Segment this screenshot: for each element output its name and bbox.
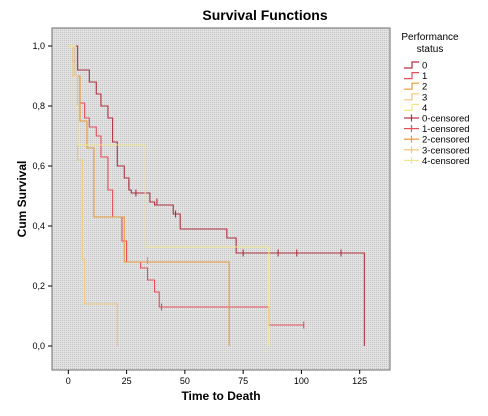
x-tick-label: 0 (66, 376, 71, 386)
survival-curves (68, 45, 365, 346)
legend-title-line-1: Performance (401, 32, 459, 43)
x-tick-label: 50 (180, 376, 190, 386)
legend-label: 0 (422, 61, 427, 72)
y-tick-label: 0,0 (32, 341, 45, 351)
legend-item-1-censored: 1-censored (404, 124, 470, 135)
legend-item-0: 0 (404, 61, 427, 72)
legend-swatch (404, 61, 419, 69)
x-tick-label: 125 (352, 376, 367, 386)
legend-label: 4 (422, 103, 427, 114)
legend-swatch (404, 103, 419, 111)
legend-label: 1 (422, 71, 427, 82)
x-axis: 0 25 50 75 100 125 (66, 370, 367, 386)
x-tick-label: 25 (122, 376, 132, 386)
survival-curve-status-0 (68, 45, 365, 346)
legend-item-4-censored: 4-censored (404, 156, 470, 167)
x-tick-label: 75 (238, 376, 248, 386)
y-axis: 0,0 0,2 0,4 0,6 0,8 1,0 (32, 41, 52, 351)
legend-title-line-2: status (417, 44, 444, 55)
legend-item-3-censored: 3-censored (404, 145, 470, 156)
y-tick-label: 0,8 (32, 101, 45, 111)
legend-swatch (404, 82, 419, 90)
survival-curve-status-1 (68, 45, 304, 326)
x-axis-label: Time to Death (181, 389, 260, 403)
censor-marks (128, 180, 342, 329)
legend-item-3: 3 (404, 92, 427, 103)
legend-swatch (404, 72, 419, 80)
x-tick-label: 100 (294, 376, 309, 386)
survival-curve-status-4 (68, 45, 270, 346)
legend-item-1: 1 (404, 71, 427, 82)
legend-item-2: 2 (404, 82, 427, 93)
legend-item-4: 4 (404, 103, 427, 114)
legend-item-0-censored: 0-censored (404, 114, 470, 125)
survival-curve-status-2 (68, 45, 230, 346)
legend: Performance status 012340-censored1-cens… (401, 32, 469, 167)
y-tick-label: 1,0 (32, 41, 45, 51)
y-tick-label: 0,2 (32, 281, 45, 291)
legend-label: 2-censored (422, 135, 470, 146)
legend-label: 4-censored (422, 156, 470, 167)
legend-label: 0-censored (422, 114, 470, 125)
legend-label: 1-censored (422, 124, 470, 135)
y-axis-label: Cum Survival (15, 161, 29, 238)
legend-label: 3 (422, 92, 427, 103)
y-tick-label: 0,4 (32, 221, 45, 231)
plot-background (51, 27, 391, 371)
survival-curve-status-3 (68, 45, 118, 346)
chart-title: Survival Functions (202, 7, 327, 23)
legend-item-2-censored: 2-censored (404, 135, 470, 146)
y-tick-label: 0,6 (32, 161, 45, 171)
legend-label: 2 (422, 82, 427, 93)
legend-swatch (404, 93, 419, 101)
legend-label: 3-censored (422, 145, 470, 156)
